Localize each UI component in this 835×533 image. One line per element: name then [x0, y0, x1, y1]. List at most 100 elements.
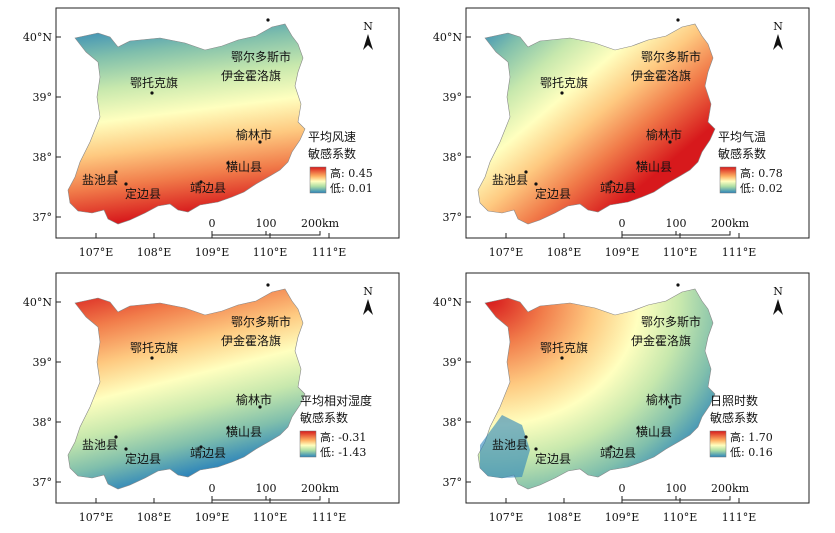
city-dot	[636, 161, 640, 165]
city-dot	[266, 18, 270, 22]
lon-tick-label: 110°E	[663, 511, 698, 524]
city-label-etuoke: 鄂托克旗	[540, 75, 588, 90]
lon-tick-label: 109°E	[605, 511, 640, 524]
north-arrow-label: N	[773, 20, 783, 33]
city-label-yanchi: 盐池县	[82, 438, 118, 452]
city-dot	[560, 91, 564, 95]
map-svg: 40°N 39° 38° 37° 107°E 108°E 109°E 110°E 111°E N 0…	[23, 272, 400, 524]
lon-tick-label: 109°E	[195, 246, 230, 259]
scale-label: 100	[256, 482, 277, 495]
lon-tick-label: 111°E	[722, 246, 757, 259]
city-dot	[668, 140, 672, 144]
city-label-yulin: 榆林市	[646, 392, 682, 407]
legend-high: 高: 1.70	[730, 430, 773, 444]
lon-tick-label: 109°E	[195, 511, 230, 524]
lat-tick-label: 38°	[33, 416, 53, 429]
city-label-yulin: 榆林市	[646, 127, 682, 142]
city-label-hengshan: 横山县	[226, 160, 262, 174]
map-panel-wind-speed: 40°N 39° 38° 37° 107°E 108°E 109°E 110°E 111°E N 0…	[0, 0, 410, 268]
city-label-yulin: 榆林市	[236, 127, 272, 142]
lat-tick-label: 38°	[443, 151, 463, 164]
legend-title-line1: 平均气温	[718, 129, 766, 144]
city-dot	[199, 445, 203, 449]
legend-title-line1: 平均风速	[308, 130, 356, 144]
city-label-ordos: 鄂尔多斯市	[231, 49, 291, 64]
lat-tick-label: 40°N	[433, 31, 462, 44]
city-dot	[124, 447, 128, 451]
legend-color-ramp	[299, 430, 317, 458]
lat-tick-label: 38°	[443, 416, 463, 429]
city-label-hengshan: 横山县	[636, 425, 672, 439]
map-svg: 40°N 39° 38° 37° 107°E 108°E 109°E 110°E 111°E N 0…	[433, 7, 810, 259]
lon-tick-label: 110°E	[663, 246, 698, 259]
city-label-dingbian: 定边县	[535, 186, 571, 201]
lon-tick-label: 111°E	[312, 246, 347, 259]
lat-tick-label: 37°	[33, 211, 53, 224]
lon-tick-label: 111°E	[722, 511, 757, 524]
city-label-ejin: 伊金霍洛旗	[221, 68, 281, 83]
city-dot	[534, 447, 538, 451]
legend-low: 低: 0.16	[730, 446, 773, 459]
city-dot	[524, 435, 528, 439]
scale-bar	[621, 496, 731, 501]
lon-tick-label: 107°E	[79, 511, 114, 524]
legend-low: 低: -1.43	[320, 446, 366, 459]
scale-label: 200km	[301, 217, 340, 230]
lon-tick-label: 107°E	[489, 246, 524, 259]
legend-title-line1: 日照时数	[710, 393, 758, 408]
scale-label: 200km	[711, 482, 750, 495]
lon-tick-label: 111°E	[312, 511, 347, 524]
city-dot	[199, 180, 203, 184]
city-label-jingbian: 靖边县	[190, 446, 226, 460]
city-dot	[676, 283, 680, 287]
city-label-dingbian: 定边县	[125, 451, 161, 466]
legend-low: 低: 0.02	[740, 182, 783, 195]
lat-tick-label: 37°	[33, 476, 53, 489]
north-arrow-label: N	[773, 285, 783, 298]
city-dot	[524, 170, 528, 174]
map-panel-temperature: 40°N 39° 38° 37° 107°E 108°E 109°E 110°E 111°E N 0…	[410, 0, 820, 268]
city-label-jingbian: 靖边县	[190, 181, 226, 195]
city-label-ejin: 伊金霍洛旗	[631, 333, 691, 348]
city-dot	[258, 405, 262, 409]
scale-bar	[211, 231, 321, 236]
scale-label: 0	[619, 217, 626, 230]
lat-tick-label: 40°N	[433, 296, 462, 309]
city-dot	[150, 356, 154, 360]
lat-tick-label: 38°	[33, 151, 53, 164]
north-arrow-icon	[773, 34, 783, 50]
city-dot	[114, 170, 118, 174]
legend-high: 高: 0.78	[740, 166, 783, 180]
city-label-yanchi: 盐池县	[492, 438, 528, 452]
study-region	[67, 288, 306, 490]
map-panel-sunshine: 40°N 39° 38° 37° 107°E 108°E 109°E 110°E 111°E N 0…	[410, 265, 820, 533]
lon-tick-label: 108°E	[547, 246, 582, 259]
scale-bar	[211, 496, 321, 501]
city-dot	[150, 91, 154, 95]
city-dot	[609, 180, 613, 184]
legend-title-line1: 平均相对湿度	[300, 393, 372, 408]
lat-tick-label: 39°	[33, 91, 53, 104]
study-region	[477, 23, 716, 225]
scale-label: 0	[209, 217, 216, 230]
north-arrow-icon	[773, 299, 783, 315]
scale-label: 0	[209, 482, 216, 495]
city-label-ejin: 伊金霍洛旗	[221, 333, 281, 348]
city-label-etuoke: 鄂托克旗	[540, 340, 588, 355]
map-svg: 40°N 39° 38° 37° 107°E 108°E 109°E 110°E 111°E N 0…	[433, 272, 810, 524]
lon-tick-label: 109°E	[605, 246, 640, 259]
city-dot	[636, 426, 640, 430]
legend-color-ramp	[309, 166, 327, 194]
city-label-jingbian: 靖边县	[600, 181, 636, 195]
scale-label: 100	[666, 217, 687, 230]
north-arrow-icon	[363, 299, 373, 315]
map-panel-humidity: 40°N 39° 38° 37° 107°E 108°E 109°E 110°E 111°E N 0…	[0, 265, 410, 533]
city-dot	[560, 356, 564, 360]
lon-tick-label: 107°E	[79, 246, 114, 259]
city-dot	[114, 435, 118, 439]
scale-label: 100	[666, 482, 687, 495]
lon-tick-label: 108°E	[137, 246, 172, 259]
lon-tick-label: 107°E	[489, 511, 524, 524]
north-arrow-label: N	[363, 20, 373, 33]
north-arrow-icon	[363, 34, 373, 50]
